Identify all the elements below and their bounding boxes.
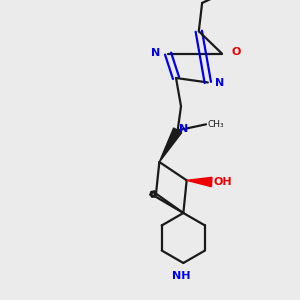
Text: CH₃: CH₃ — [208, 120, 224, 129]
Text: NH: NH — [172, 271, 191, 281]
Polygon shape — [159, 128, 182, 162]
Text: OH: OH — [214, 177, 232, 187]
Text: N: N — [152, 48, 161, 58]
Text: O: O — [231, 47, 241, 57]
Text: N: N — [215, 78, 224, 88]
Text: N: N — [179, 124, 189, 134]
Polygon shape — [187, 177, 212, 187]
